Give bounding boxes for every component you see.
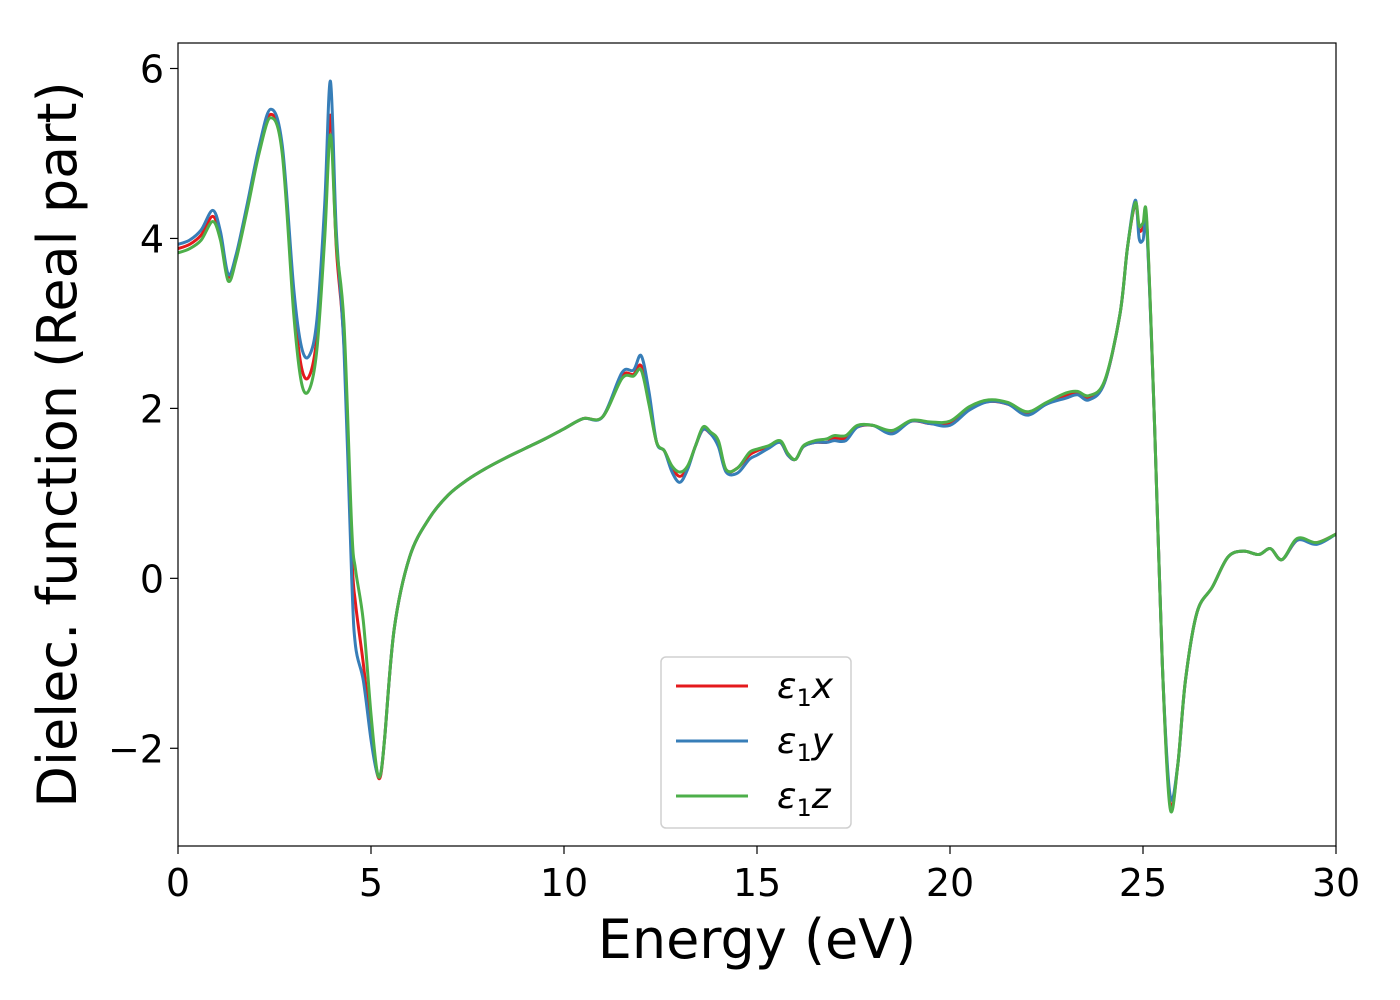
x-tick-label: 25 [1119,861,1167,905]
legend-label: ε1y [777,721,834,767]
legend-label-suffix: y [811,721,834,762]
legend-label-subscript: 1 [796,794,811,822]
legend-entry-z: ε1z [676,776,832,822]
x-axis-ticks: 0 5 10 15 20 25 30 [166,846,1360,905]
y-tick-label: 6 [140,47,164,91]
y-axis-ticks: −2 0 2 4 6 [108,47,178,771]
x-tick-label: 5 [359,861,383,905]
legend-label-suffix: z [811,776,832,817]
series-line-z [178,116,1336,814]
y-tick-label: 4 [140,217,164,261]
series-layer [178,79,1336,814]
x-tick-label: 20 [926,861,974,905]
legend-label-subscript: 1 [796,739,811,767]
legend-label-subscript: 1 [796,684,811,712]
legend-label: ε1x [777,666,834,712]
y-axis-label: Dielec. function (Real part) [26,81,89,807]
legend-label-symbol: ε [777,776,796,817]
legend-label-symbol: ε [777,721,796,762]
y-tick-label: 2 [140,387,164,431]
legend-label: ε1z [777,776,832,822]
legend-entry-x: ε1x [676,666,834,712]
x-tick-label: 0 [166,861,190,905]
x-tick-label: 15 [733,861,781,905]
y-tick-label: 0 [140,557,164,601]
x-tick-label: 10 [540,861,588,905]
legend-entry-y: ε1y [676,721,834,767]
legend-label-suffix: x [811,666,834,707]
y-tick-label: −2 [108,727,164,771]
legend-label-symbol: ε [777,666,796,707]
x-tick-label: 30 [1312,861,1360,905]
legend-box [660,656,852,829]
x-axis-label: Energy (eV) [598,908,917,971]
